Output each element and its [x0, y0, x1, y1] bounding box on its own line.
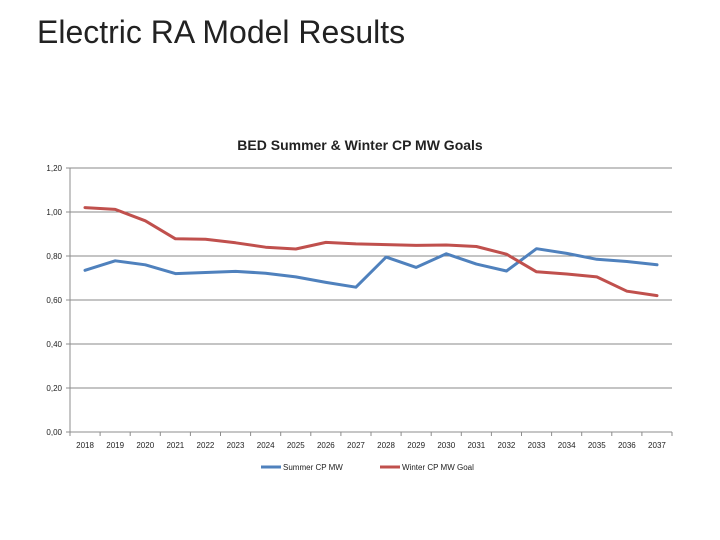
chart-title: BED Summer & Winter CP MW Goals — [237, 137, 483, 153]
data-point — [84, 206, 87, 209]
x-tick-label: 2033 — [528, 441, 546, 450]
legend-label: Summer CP MW — [283, 463, 343, 472]
y-tick-label: 0,20 — [46, 384, 62, 393]
data-point — [415, 244, 418, 247]
x-tick-label: 2028 — [377, 441, 395, 450]
x-tick-label: 2026 — [317, 441, 335, 450]
x-tick-label: 2018 — [76, 441, 94, 450]
x-tick-label: 2031 — [467, 441, 485, 450]
data-point — [505, 269, 508, 272]
legend: Summer CP MW Winter CP MW Goal — [261, 463, 474, 472]
legend-label: Winter CP MW Goal — [402, 463, 474, 472]
data-point — [84, 269, 87, 272]
slide-title: Electric RA Model Results — [37, 14, 406, 50]
data-point — [264, 246, 267, 249]
data-point — [144, 263, 147, 266]
data-point — [655, 294, 658, 297]
x-tick-label: 2025 — [287, 441, 305, 450]
data-point — [144, 219, 147, 222]
x-tick-label: 2030 — [437, 441, 455, 450]
x-tick-label: 2023 — [227, 441, 245, 450]
data-point — [174, 237, 177, 240]
x-tick-label: 2020 — [136, 441, 154, 450]
data-point — [595, 275, 598, 278]
y-axis: 0,00 0,20 0,40 0,60 0,80 1,00 1,20 — [46, 164, 71, 437]
data-point — [385, 256, 388, 259]
data-point — [565, 252, 568, 255]
y-tick-label: 0,40 — [46, 340, 62, 349]
series-line-1 — [83, 206, 659, 298]
data-point — [114, 259, 117, 262]
data-point — [565, 273, 568, 276]
data-point — [324, 241, 327, 244]
data-point — [625, 260, 628, 263]
data-point — [415, 266, 418, 269]
data-point — [505, 253, 508, 256]
gridlines — [70, 167, 672, 433]
data-point — [354, 242, 357, 245]
data-point — [204, 271, 207, 274]
data-point — [324, 281, 327, 284]
data-point — [535, 270, 538, 273]
data-point — [385, 243, 388, 246]
x-tick-label: 2022 — [197, 441, 215, 450]
data-point — [535, 247, 538, 250]
series-lines — [83, 206, 659, 298]
data-point — [114, 208, 117, 211]
data-point — [354, 286, 357, 289]
data-point — [445, 244, 448, 247]
x-tick-label: 2034 — [558, 441, 576, 450]
data-point — [294, 275, 297, 278]
data-point — [264, 272, 267, 275]
series-line-0 — [83, 247, 659, 289]
data-point — [655, 263, 658, 266]
y-tick-label: 1,20 — [46, 164, 62, 173]
x-tick-label: 2024 — [257, 441, 275, 450]
y-tick-label: 0,80 — [46, 252, 62, 261]
data-point — [174, 272, 177, 275]
y-tick-label: 0,60 — [46, 296, 62, 305]
x-tick-label: 2032 — [498, 441, 516, 450]
data-point — [475, 263, 478, 266]
data-point — [204, 238, 207, 241]
data-point — [234, 241, 237, 244]
data-point — [475, 245, 478, 248]
x-tick-label: 2029 — [407, 441, 425, 450]
x-tick-label: 2021 — [166, 441, 184, 450]
data-point — [234, 270, 237, 273]
x-tick-label: 2036 — [618, 441, 636, 450]
data-point — [625, 290, 628, 293]
data-point — [445, 252, 448, 255]
x-tick-label: 2037 — [648, 441, 666, 450]
data-point — [595, 258, 598, 261]
x-tick-label: 2035 — [588, 441, 606, 450]
data-point — [294, 247, 297, 250]
x-tick-label: 2019 — [106, 441, 124, 450]
x-axis: 2018 2019 2020 2021 2022 2023 2024 2025 2026 2027… — [69, 432, 673, 450]
x-tick-label: 2027 — [347, 441, 365, 450]
y-tick-label: 0,00 — [46, 428, 62, 437]
y-tick-label: 1,00 — [46, 208, 62, 217]
